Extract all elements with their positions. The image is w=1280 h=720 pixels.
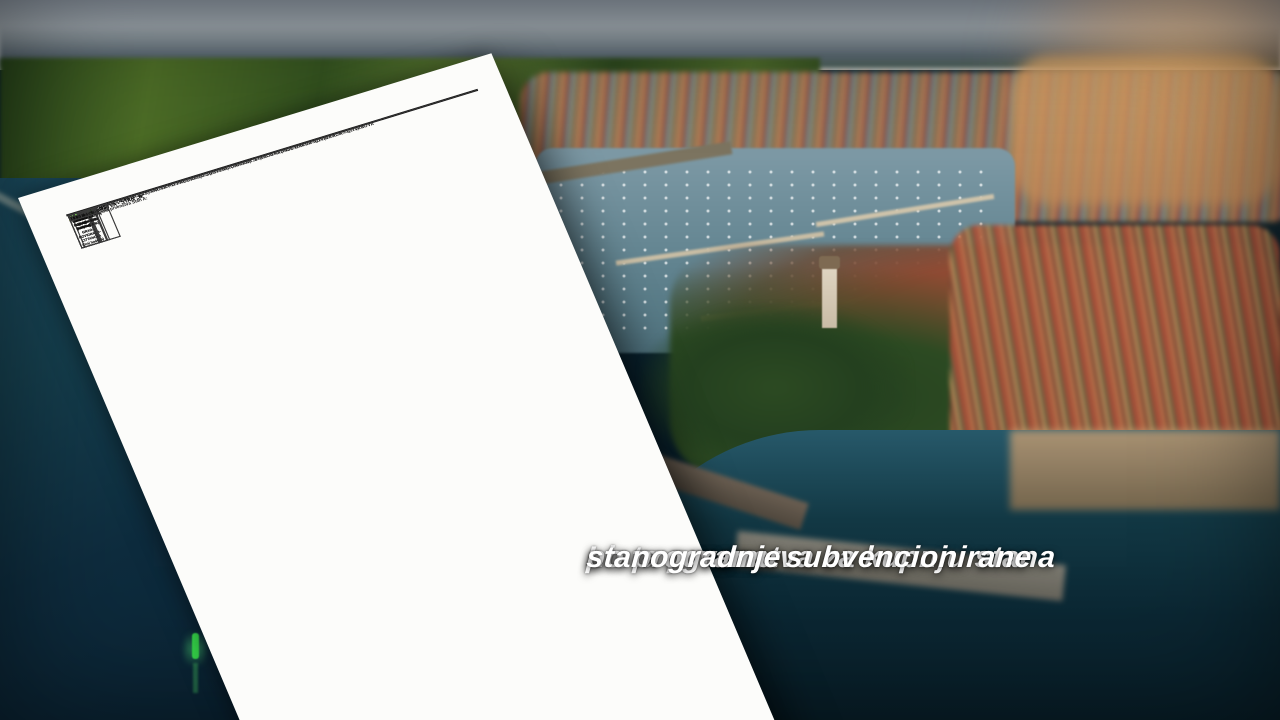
town-rooftops-right: [1010, 55, 1280, 205]
red-roofs: [950, 225, 1280, 470]
caption-line-3: stanogradnje: [585, 538, 782, 578]
green-buoy-icon: [192, 633, 199, 659]
buoy-reflection: [193, 663, 198, 693]
church-tower: [822, 266, 837, 328]
lit-waterfront: [1010, 430, 1280, 510]
church-tower-roof: [819, 256, 840, 269]
